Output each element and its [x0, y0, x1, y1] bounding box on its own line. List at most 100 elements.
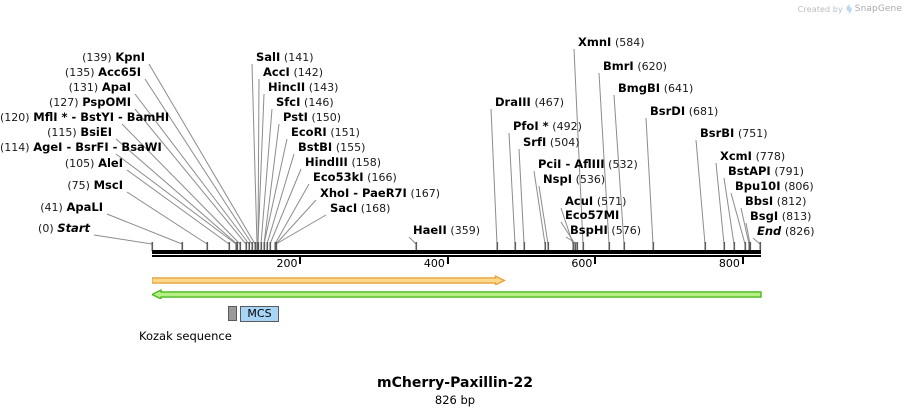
enzyme-site-label[interactable]: (0) Start [0, 222, 90, 235]
enzyme-site-position: (151) [330, 126, 360, 139]
enzyme-site-label[interactable]: BmgBI (641) [618, 82, 693, 95]
enzyme-site-label[interactable]: End (826) [757, 225, 815, 238]
mcs-box[interactable]: MCS [240, 306, 279, 322]
enzyme-site-label[interactable]: (41) ApaLI [0, 201, 103, 214]
enzyme-site-label[interactable]: SrfI (504) [523, 136, 580, 149]
enzyme-site-label[interactable]: (105) AleI [0, 157, 123, 170]
enzyme-site-label[interactable]: NspI (536) [543, 173, 605, 186]
enzyme-site-label[interactable]: BspHI (576) [570, 224, 641, 237]
enzyme-site-label[interactable]: AcuI (571) [565, 195, 626, 208]
watermark-prefix: Created by [797, 4, 843, 14]
enzyme-site-position: (806) [784, 180, 814, 193]
enzyme-site-label[interactable]: HindIII (158) [305, 156, 381, 169]
enzyme-site-label[interactable]: (135) Acc65I [0, 66, 141, 79]
enzyme-site-name: KpnI [115, 50, 145, 64]
enzyme-leader-line [538, 185, 549, 250]
enzyme-site-label[interactable]: SalI (141) [256, 51, 314, 64]
enzyme-site-label[interactable]: SacI (168) [330, 202, 390, 215]
enzyme-site-name: SfcI [276, 95, 301, 109]
enzyme-site-label[interactable]: PfoI * (492) [513, 120, 582, 133]
enzyme-site-name: MscI [93, 178, 123, 192]
enzyme-site-position: (120) [0, 111, 30, 124]
enzyme-leader-line [263, 123, 280, 250]
enzyme-site-label[interactable]: (120) MflI * - BstYI - BamHI [0, 111, 169, 124]
enzyme-leader-line [274, 183, 310, 250]
enzyme-leader-line [266, 153, 295, 250]
ruler-tick [741, 256, 744, 264]
enzyme-site-position: (166) [367, 171, 397, 184]
enzyme-site-label[interactable]: (131) ApaI [0, 81, 131, 94]
enzyme-site-label[interactable]: (139) KpnI [0, 51, 145, 64]
enzyme-site-name: BstAPI [728, 164, 771, 178]
enzyme-site-label[interactable]: Eco53kI (166) [313, 171, 397, 184]
enzyme-site-name: AccI [263, 65, 290, 79]
enzyme-site-label[interactable]: BstAPI (791) [728, 165, 804, 178]
enzyme-site-label[interactable]: (115) BsiEI [0, 126, 112, 139]
enzyme-site-position: (158) [351, 156, 382, 169]
enzyme-site-label[interactable]: HaeII (359) [413, 224, 480, 237]
enzyme-site-position: (127) [48, 96, 79, 109]
enzyme-site-name: Start [57, 221, 90, 235]
enzyme-site-label[interactable]: BmrI (620) [603, 60, 667, 73]
enzyme-site-name: SrfI [523, 135, 547, 149]
enzyme-site-label[interactable]: Bpu10I (806) [735, 180, 814, 193]
enzyme-site-label[interactable]: DraIII (467) [495, 96, 564, 109]
enzyme-site-label[interactable]: BsrDI (681) [650, 105, 718, 118]
enzyme-leader-line [490, 108, 498, 250]
sequence-length-label: 826 bp [434, 393, 476, 407]
enzyme-site-label[interactable]: SfcI (146) [276, 96, 334, 109]
enzyme-site-position: (141) [283, 51, 314, 64]
enzyme-site-name: HaeII [413, 223, 447, 237]
enzyme-site-name: XmnI [578, 35, 612, 49]
ruler-tick [299, 256, 302, 264]
enzyme-site-label[interactable]: PstI (150) [283, 111, 341, 124]
enzyme-site-position: (155) [335, 141, 366, 154]
enzyme-site-label[interactable]: (75) MscI [0, 179, 123, 192]
enzyme-site-label[interactable]: Eco57MI [565, 209, 619, 221]
enzyme-leader-line [260, 108, 273, 250]
ruler-tick-label: 200 [276, 257, 298, 270]
enzyme-site-position: (139) [82, 51, 112, 64]
enzyme-leader-line [257, 93, 265, 250]
enzyme-leader-line [269, 168, 302, 250]
enzyme-site-position: (114) [0, 141, 30, 154]
enzyme-site-position: (467) [534, 96, 565, 109]
kozak-sequence-box[interactable] [228, 306, 237, 321]
enzyme-site-label[interactable]: (127) PspOMI [0, 96, 131, 109]
enzyme-leader-line [740, 207, 750, 250]
enzyme-site-label[interactable]: AccI (142) [263, 66, 323, 79]
enzyme-site-position: (41) [40, 201, 63, 214]
enzyme-site-label[interactable]: (114) AgeI - BsrFI - BsaWI [0, 141, 162, 154]
enzyme-site-position: (812) [776, 195, 807, 208]
enzyme-site-name: XhoI - PaeR7I [320, 186, 407, 200]
enzyme-site-name: PciI - AflIII [538, 157, 605, 171]
enzyme-site-name: AcuI [565, 194, 594, 208]
enzyme-leader-line [257, 78, 260, 250]
enzyme-site-label[interactable]: XmnI (584) [578, 36, 645, 49]
enzyme-site-label[interactable]: BstBI (155) [298, 141, 365, 154]
feature-arrow-shape [152, 275, 507, 285]
enzyme-site-label[interactable]: BbsI (812) [745, 195, 806, 208]
enzyme-site-position: (135) [64, 66, 95, 79]
enzyme-site-name: DraIII [495, 95, 531, 109]
ruler-tick [446, 256, 449, 264]
enzyme-leader-line [752, 237, 761, 250]
enzyme-site-position: (115) [47, 126, 77, 139]
enzyme-site-name: EcoRI [291, 125, 327, 139]
enzyme-leader-line [115, 138, 238, 250]
enzyme-site-name: SalI [256, 50, 281, 64]
enzyme-site-label[interactable]: EcoRI (151) [291, 126, 360, 139]
enzyme-site-label[interactable]: BsrBI (751) [700, 127, 768, 140]
enzyme-site-position: (167) [410, 187, 441, 200]
enzyme-site-label[interactable]: BsgI (813) [750, 210, 811, 223]
enzyme-site-name: ApaLI [66, 200, 104, 214]
enzyme-leader-line [723, 177, 735, 250]
enzyme-site-name: AleI [98, 156, 123, 170]
enzyme-site-label[interactable]: XcmI (778) [720, 150, 785, 163]
enzyme-site-label[interactable]: PciI - AflIII (532) [538, 158, 638, 171]
enzyme-leader-line [508, 132, 516, 250]
enzyme-leader-line [408, 236, 417, 250]
enzyme-site-label[interactable]: HincII (143) [268, 81, 338, 94]
enzyme-site-label[interactable]: XhoI - PaeR7I (167) [320, 187, 440, 200]
